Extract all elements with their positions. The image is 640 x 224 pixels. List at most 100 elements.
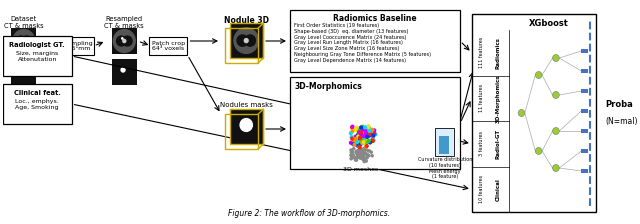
Circle shape (358, 133, 360, 136)
FancyBboxPatch shape (290, 10, 460, 72)
Bar (581, 69, 588, 73)
Circle shape (358, 128, 360, 131)
Circle shape (359, 149, 361, 151)
Circle shape (365, 136, 367, 139)
Circle shape (360, 153, 362, 155)
Circle shape (365, 149, 367, 151)
Circle shape (354, 135, 357, 138)
Circle shape (358, 146, 361, 149)
Circle shape (355, 156, 357, 158)
Circle shape (364, 147, 367, 149)
Circle shape (360, 154, 363, 156)
Text: Mesh mean
curvature: Mesh mean curvature (389, 137, 426, 147)
Circle shape (373, 132, 376, 135)
Circle shape (368, 128, 371, 131)
Circle shape (359, 130, 362, 133)
Circle shape (353, 154, 355, 156)
FancyBboxPatch shape (387, 130, 428, 154)
Circle shape (113, 30, 135, 52)
Circle shape (359, 153, 361, 155)
Circle shape (368, 155, 370, 157)
Circle shape (123, 36, 132, 46)
Bar (581, 149, 588, 153)
Text: 3D-Morphomics: 3D-Morphomics (495, 74, 500, 123)
Circle shape (365, 130, 367, 132)
Circle shape (367, 139, 371, 142)
Text: Proba: Proba (605, 99, 634, 108)
Circle shape (364, 132, 367, 134)
Circle shape (359, 134, 362, 136)
Circle shape (369, 141, 371, 144)
Circle shape (350, 154, 353, 156)
Circle shape (371, 128, 374, 131)
Circle shape (116, 36, 126, 46)
Circle shape (122, 38, 123, 39)
Text: Loc., emphys.
Age, Smoking: Loc., emphys. Age, Smoking (15, 99, 59, 110)
Circle shape (358, 128, 360, 131)
Circle shape (364, 147, 365, 149)
Circle shape (360, 148, 363, 151)
Circle shape (121, 68, 125, 72)
Circle shape (364, 159, 366, 161)
Circle shape (361, 137, 364, 140)
Text: Radiomics: Radiomics (495, 37, 500, 69)
Circle shape (360, 135, 362, 138)
Circle shape (365, 153, 367, 155)
Circle shape (371, 155, 373, 157)
Circle shape (360, 153, 362, 155)
Circle shape (362, 159, 364, 161)
Circle shape (362, 137, 365, 140)
Circle shape (357, 145, 359, 148)
Circle shape (358, 144, 360, 146)
Circle shape (366, 136, 369, 138)
Circle shape (358, 140, 360, 142)
Circle shape (360, 134, 363, 136)
Circle shape (358, 149, 360, 151)
Circle shape (351, 154, 353, 156)
Circle shape (359, 153, 361, 155)
FancyBboxPatch shape (290, 77, 460, 169)
Circle shape (364, 141, 366, 144)
Circle shape (361, 154, 363, 156)
Circle shape (361, 137, 364, 140)
Text: Radiomics Baseline: Radiomics Baseline (333, 14, 417, 23)
Circle shape (373, 130, 376, 133)
Circle shape (369, 133, 372, 136)
Circle shape (552, 164, 559, 172)
Circle shape (352, 143, 355, 146)
Circle shape (360, 155, 362, 158)
Circle shape (362, 135, 365, 138)
Circle shape (368, 150, 371, 152)
Circle shape (353, 143, 356, 146)
Text: Curvature distribution
(10 features)
Mesh energy
(1 feature): Curvature distribution (10 features) Mes… (418, 157, 472, 179)
Circle shape (362, 151, 365, 153)
Circle shape (359, 142, 362, 145)
Circle shape (355, 151, 357, 153)
Text: Resampled
CT & masks: Resampled CT & masks (104, 16, 144, 29)
Circle shape (365, 138, 368, 141)
Circle shape (359, 157, 362, 159)
Text: 3D-Morphomics: 3D-Morphomics (294, 82, 362, 91)
Text: 10 features: 10 features (479, 175, 484, 203)
Circle shape (352, 157, 355, 159)
Circle shape (356, 154, 358, 156)
Circle shape (359, 143, 362, 145)
Circle shape (362, 134, 365, 137)
Text: Figure 2: The workflow of 3D-morphomics.: Figure 2: The workflow of 3D-morphomics. (228, 209, 390, 218)
Circle shape (363, 139, 365, 141)
Bar (112, 59, 137, 85)
Bar (581, 49, 588, 53)
Circle shape (349, 132, 352, 135)
Circle shape (360, 153, 362, 155)
Circle shape (351, 126, 353, 129)
Circle shape (354, 138, 356, 140)
Circle shape (364, 134, 367, 136)
Circle shape (355, 159, 356, 161)
Circle shape (244, 39, 248, 43)
Bar (12, 28, 36, 54)
Circle shape (355, 152, 358, 154)
Text: Clinical feat.: Clinical feat. (14, 90, 61, 96)
Circle shape (357, 135, 360, 138)
Circle shape (365, 132, 367, 135)
Circle shape (237, 35, 248, 46)
